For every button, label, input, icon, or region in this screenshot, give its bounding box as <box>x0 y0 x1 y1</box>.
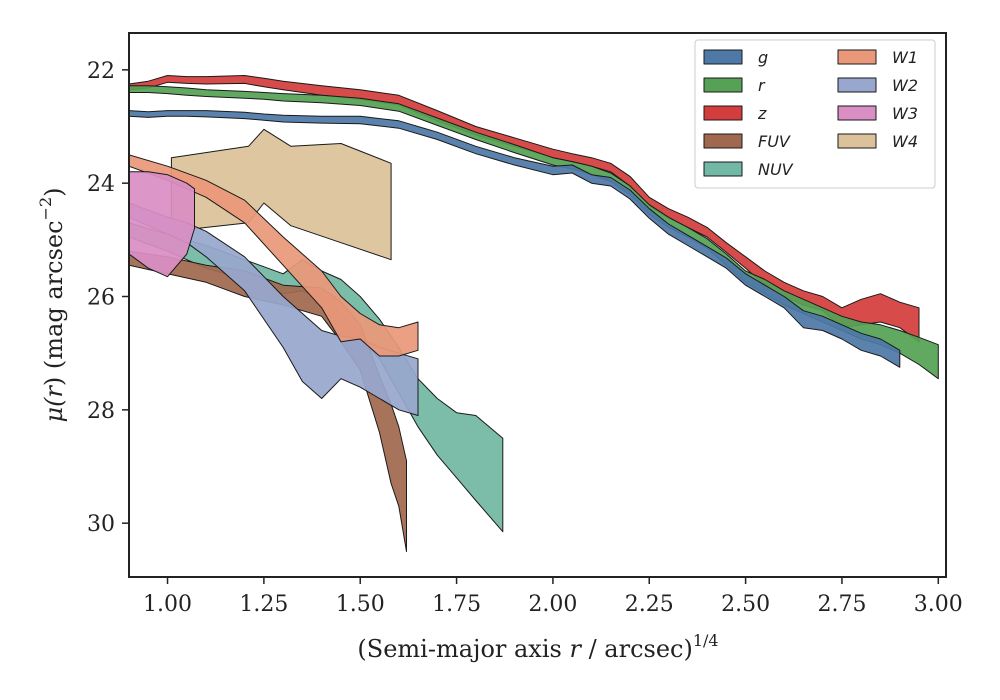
y-tick-label: 26 <box>87 286 115 311</box>
x-tick-label: 1.75 <box>432 592 481 617</box>
y-tick-label: 24 <box>87 172 115 197</box>
y-tick-label: 30 <box>87 512 115 537</box>
legend-swatch-fuv <box>703 133 743 149</box>
band-w2 <box>129 202 419 416</box>
legend-label-w4: W4 <box>892 132 918 151</box>
x-tick-label: 1.25 <box>239 592 288 617</box>
x-tick-label: 3.00 <box>914 592 963 617</box>
x-tick-label: 2.25 <box>625 592 674 617</box>
x-tick-label: 2.75 <box>817 592 866 617</box>
y-tick-label: 22 <box>87 59 115 84</box>
x-tick-label: 2.00 <box>528 592 577 617</box>
legend: grz FUV NUV W1 W2 W3 W4 <box>694 39 936 189</box>
x-tick-label: 1.50 <box>336 592 385 617</box>
profile-bands <box>129 75 939 552</box>
y-axis-ticks: 22 24 26 28 30 <box>87 59 129 537</box>
legend-label-z: z <box>757 104 767 123</box>
legend-label-nuv: NUV <box>758 160 794 179</box>
legend-frame <box>694 39 936 189</box>
legend-swatch-w1 <box>837 49 877 65</box>
legend-swatch-nuv <box>703 161 743 177</box>
legend-label-r: r <box>758 76 766 95</box>
legend-label-w3: W3 <box>892 104 918 123</box>
x-axis-ticks: 1.00 1.25 1.50 1.75 2.00 2.25 2.50 2.75 3.00 <box>143 577 963 617</box>
legend-swatch-z <box>703 105 743 121</box>
x-axis-title: (Semi-major axis r / arcsec)1/4 <box>357 631 718 663</box>
x-tick-label: 2.50 <box>721 592 770 617</box>
y-axis-title: μ(r) (mag arcsec−2) <box>36 187 68 422</box>
band-w1 <box>129 154 419 357</box>
legend-swatch-g <box>703 49 743 65</box>
plot-frame <box>128 32 947 578</box>
band-r <box>129 85 939 380</box>
legend-swatch-w4 <box>837 133 877 149</box>
legend-label-w2: W2 <box>892 76 918 95</box>
x-tick-label: 1.00 <box>143 592 192 617</box>
legend-swatch-w3 <box>837 105 877 121</box>
legend-label-fuv: FUV <box>758 132 791 151</box>
band-g <box>129 110 901 368</box>
legend-swatch-w2 <box>837 77 877 93</box>
y-tick-label: 28 <box>87 399 115 424</box>
legend-label-g: g <box>758 48 768 67</box>
band-w3 <box>129 171 195 278</box>
legend-label-w1: W1 <box>892 48 918 67</box>
legend-swatch-r <box>703 77 743 93</box>
